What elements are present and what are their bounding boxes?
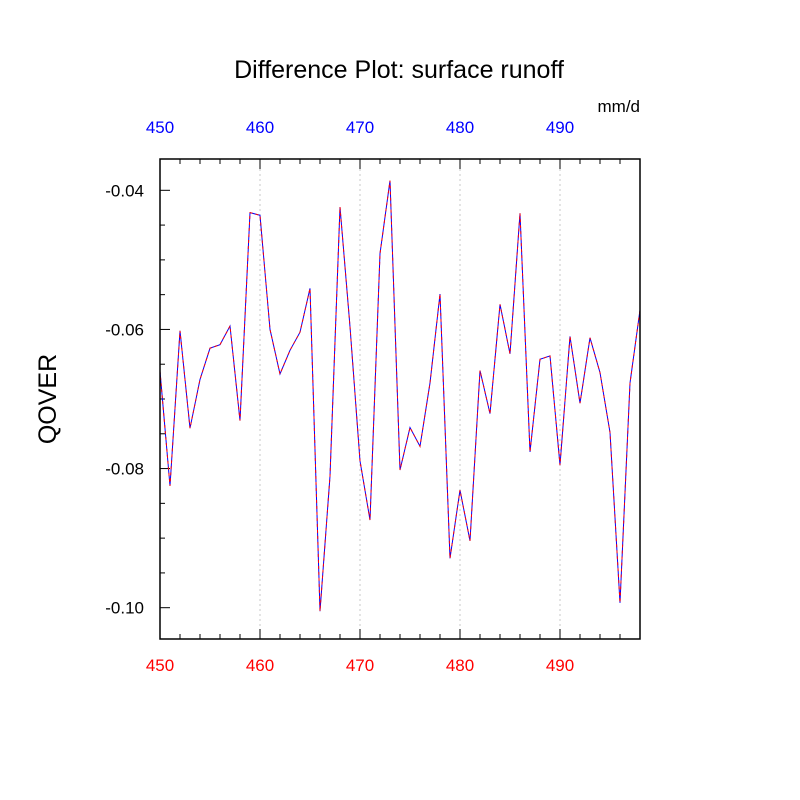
x-tick-label-top: 450 (146, 118, 174, 137)
x-tick-label-top: 470 (346, 118, 374, 137)
y-tick-label: -0.08 (105, 460, 144, 479)
plot-frame (159, 158, 641, 640)
x-tick-label-top: 490 (546, 118, 574, 137)
x-tick-label-bottom: 450 (146, 656, 174, 675)
x-tick-label-bottom: 490 (546, 656, 574, 675)
grid-lines (259, 159, 561, 639)
y-tick-label: -0.10 (105, 599, 144, 618)
units-label: mm/d (598, 97, 641, 116)
x-tick-label-bottom: 480 (446, 656, 474, 675)
y-tick-label: -0.04 (105, 181, 144, 200)
series-line-dashed (159, 180, 641, 612)
x-tick-label-top: 480 (446, 118, 474, 137)
tick-marks (159, 159, 641, 639)
y-axis-label: QOVER (34, 354, 62, 444)
x-tick-label-bottom: 460 (246, 656, 274, 675)
data-series (159, 180, 641, 612)
chart-title: Difference Plot: surface runoff (234, 56, 564, 84)
y-tick-label: -0.06 (105, 320, 144, 339)
tick-labels: 450 450 460 460 470 470 480 480 490 490 -0.04 -0.06… (105, 118, 574, 675)
x-tick-label-top: 460 (246, 118, 274, 137)
x-tick-label-bottom: 470 (346, 656, 374, 675)
series-line-solid (159, 180, 641, 612)
